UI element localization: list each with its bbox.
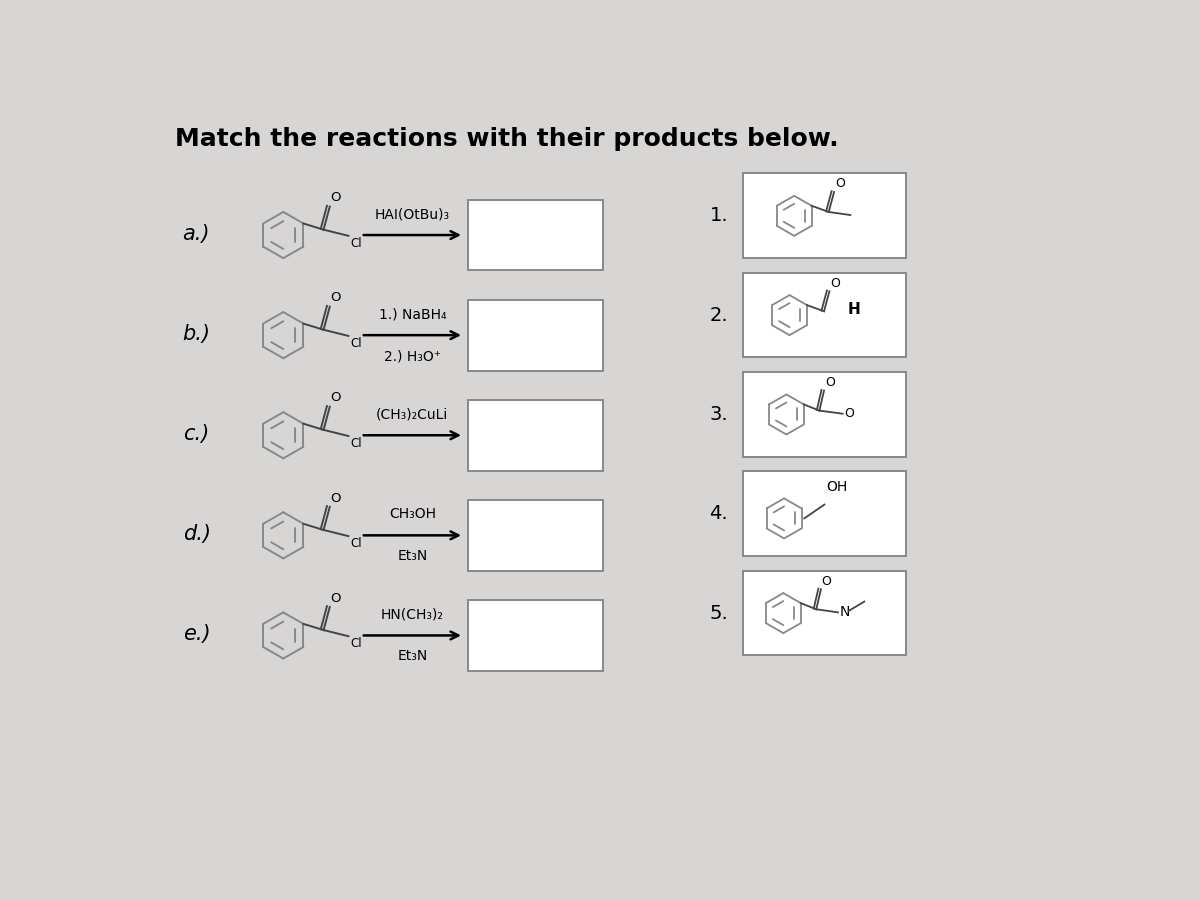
Text: O: O [822,575,832,588]
Bar [743,571,906,655]
Text: Et₃N: Et₃N [397,649,427,663]
Text: 3.: 3. [709,405,728,424]
Text: O: O [830,276,840,290]
Text: H: H [847,302,860,317]
Bar [743,372,906,457]
Text: Et₃N: Et₃N [397,549,427,563]
Text: O: O [330,591,341,605]
Text: O: O [330,192,341,204]
Text: O: O [330,392,341,404]
Bar [743,273,906,357]
Text: OH: OH [827,480,848,494]
Bar [468,400,604,471]
Text: 1.) NaBH₄: 1.) NaBH₄ [378,307,446,321]
Bar [468,500,604,571]
Bar [468,600,604,670]
Text: 5.: 5. [709,604,728,623]
Text: e.): e.) [182,624,210,644]
Text: b.): b.) [182,324,210,344]
Text: 2.: 2. [709,306,728,325]
Text: 4.: 4. [709,504,728,523]
Text: HN(CH₃)₂: HN(CH₃)₂ [380,608,444,622]
Bar [468,200,604,271]
Text: c.): c.) [182,424,209,444]
Text: 1.: 1. [709,206,728,225]
Text: O: O [835,177,845,191]
Text: HAI(OtBu)₃: HAI(OtBu)₃ [374,207,450,221]
Text: a.): a.) [182,223,210,244]
Text: O: O [330,292,341,304]
Bar [743,472,906,556]
Text: (CH₃)₂CuLi: (CH₃)₂CuLi [377,408,449,421]
Text: Cl: Cl [350,637,361,650]
Text: O: O [330,491,341,505]
Bar [743,174,906,258]
Text: N: N [840,606,850,619]
Text: O: O [844,407,854,420]
Text: Cl: Cl [350,436,361,450]
Text: O: O [824,376,835,389]
Text: Match the reactions with their products below.: Match the reactions with their products … [175,127,839,151]
Text: Cl: Cl [350,237,361,249]
Text: 2.) H₃O⁺: 2.) H₃O⁺ [384,349,440,363]
Text: CH₃OH: CH₃OH [389,508,436,521]
Bar [468,300,604,371]
Text: d.): d.) [182,524,210,544]
Text: Cl: Cl [350,537,361,550]
Text: Cl: Cl [350,337,361,350]
